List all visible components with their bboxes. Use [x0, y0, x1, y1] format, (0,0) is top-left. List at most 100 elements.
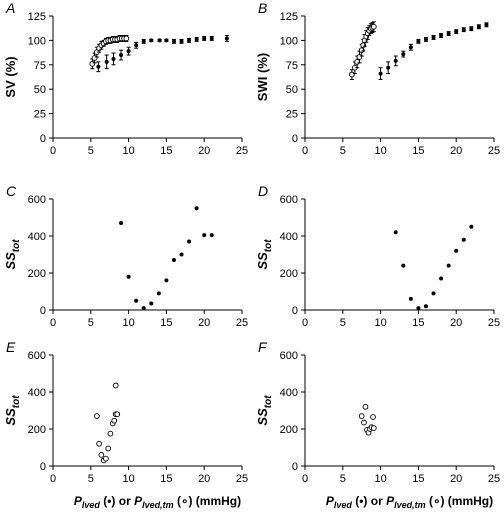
- data-point-filled: [416, 306, 421, 311]
- x-tick-label: 15: [412, 317, 424, 329]
- y-tick-label: 200: [28, 268, 46, 280]
- data-point-filled: [156, 291, 161, 296]
- data-point-filled: [134, 43, 139, 48]
- data-point-filled: [119, 53, 124, 58]
- x-tick-label: 5: [88, 317, 94, 329]
- x-tick-label: 15: [160, 473, 172, 485]
- x-axis-label-part: lved,tm: [142, 500, 174, 510]
- x-tick-label: 25: [488, 317, 500, 329]
- panel-letter: C: [6, 183, 17, 199]
- data-point-open: [370, 425, 377, 431]
- data-point-filled: [187, 38, 192, 43]
- x-tick-label: 5: [340, 317, 346, 329]
- data-point-filled: [416, 39, 421, 44]
- panel-f: 0 5 10 15 20 25 0 200 400 600 F SStot Plved (•) or P…: [255, 339, 500, 510]
- data-point-filled: [408, 296, 413, 301]
- data-point-open: [111, 417, 118, 424]
- x-tick-label: 10: [122, 145, 134, 157]
- panel-e: 0 5 10 15 20 25 0 200 400 600 E SStot Plved (•) or P…: [3, 339, 248, 510]
- y-tick-label: 75: [34, 60, 46, 72]
- panel-letter: B: [258, 0, 267, 16]
- x-tick-label: 0: [50, 145, 56, 157]
- data-point-filled: [141, 306, 146, 311]
- data-point-filled: [141, 39, 146, 44]
- data-point-filled: [461, 27, 466, 32]
- data-point-open: [362, 403, 369, 410]
- y-axis-label: SStot: [3, 239, 22, 270]
- x-tick-label: 25: [236, 473, 248, 485]
- data-point-filled: [423, 304, 428, 309]
- x-tick-label: 10: [374, 145, 386, 157]
- x-tick-label: 5: [88, 145, 94, 157]
- data-point-filled: [134, 298, 139, 303]
- data-point-filled: [179, 39, 184, 44]
- data-point-filled: [431, 35, 436, 40]
- data-point-filled: [476, 24, 481, 29]
- y-tick-label: 0: [40, 461, 46, 473]
- data-point-open: [114, 411, 121, 418]
- x-tick-label: 0: [50, 473, 56, 485]
- x-tick-label: 20: [450, 145, 462, 157]
- data-point-open: [354, 59, 361, 65]
- data-point-filled: [209, 233, 214, 238]
- panel-c: 0 5 10 15 20 25 0 200 400 600 C SStot: [3, 183, 248, 329]
- data-point-filled: [104, 59, 109, 64]
- x-tick-label: 0: [302, 473, 308, 485]
- y-tick-label: 0: [292, 461, 298, 473]
- panel-b: 0 5 10 15 20 25 0 25 50 75 100 125 B SWI (%): [255, 0, 500, 157]
- data-point-open: [91, 55, 98, 61]
- data-point-filled: [408, 45, 413, 50]
- data-point-filled: [469, 224, 474, 229]
- data-point-filled: [171, 258, 176, 263]
- data-point-open: [356, 54, 363, 60]
- y-tick-label: 50: [34, 84, 46, 96]
- data-point-filled: [454, 29, 459, 34]
- panel-d: 0 5 10 15 20 25 0 200 400 600 D SStot: [255, 183, 500, 329]
- x-tick-label: 20: [450, 473, 462, 485]
- x-tick-label: 15: [412, 145, 424, 157]
- data-point-open: [112, 382, 119, 389]
- x-tick-label: 25: [488, 145, 500, 157]
- x-axis-label-part: P: [134, 494, 143, 508]
- data-point-filled: [439, 276, 444, 281]
- y-tick-label: 400: [280, 231, 298, 243]
- data-point-filled: [393, 58, 398, 63]
- y-tick-label: 200: [280, 268, 298, 280]
- data-point-filled: [194, 206, 199, 211]
- data-point-open: [370, 414, 376, 420]
- y-tick-label: 600: [28, 350, 46, 362]
- y-tick-label: 600: [28, 194, 46, 206]
- data-point-filled: [164, 278, 169, 283]
- x-tick-label: 10: [374, 317, 386, 329]
- y-tick-label: 200: [28, 424, 46, 436]
- data-point-filled: [126, 49, 131, 54]
- y-axis-label: SStot: [255, 395, 274, 426]
- data-point-filled: [202, 233, 207, 238]
- x-axis-label-part: P: [386, 494, 395, 508]
- y-axis-label: SStot: [255, 239, 274, 270]
- data-point-filled: [439, 33, 444, 38]
- y-tick-label: 400: [28, 387, 46, 399]
- data-point-filled: [171, 39, 176, 44]
- data-point-filled: [164, 38, 169, 43]
- data-point-filled: [187, 239, 192, 244]
- y-tick-label: 0: [40, 305, 46, 317]
- data-point-filled: [126, 274, 131, 279]
- data-point-filled: [401, 52, 406, 57]
- data-point-open: [103, 455, 109, 462]
- x-tick-label: 0: [50, 317, 56, 329]
- y-tick-label: 400: [280, 387, 298, 399]
- y-axis-label: SWI (%): [255, 53, 270, 101]
- data-point-filled: [461, 237, 466, 242]
- x-tick-label: 15: [160, 317, 172, 329]
- data-point-open: [105, 445, 112, 452]
- x-tick-label: 15: [412, 473, 424, 485]
- x-axis-label-part: P: [326, 494, 335, 508]
- data-point-filled: [378, 71, 383, 76]
- data-point-filled: [401, 263, 406, 268]
- x-tick-label: 20: [198, 145, 210, 157]
- x-tick-label: 5: [88, 473, 94, 485]
- x-tick-label: 5: [340, 473, 346, 485]
- data-point-filled: [96, 64, 101, 69]
- y-tick-label: 0: [292, 133, 298, 145]
